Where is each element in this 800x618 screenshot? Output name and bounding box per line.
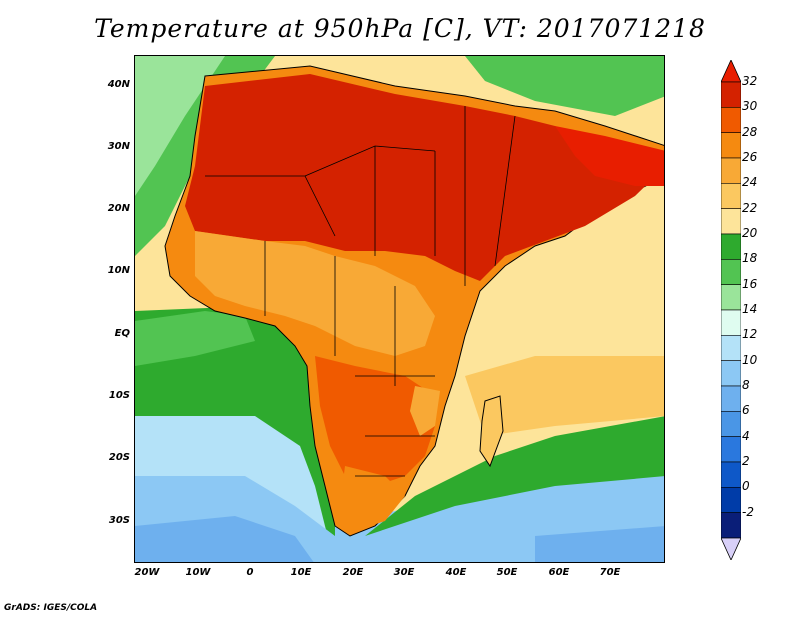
colorbar-label: 8 [742, 378, 750, 392]
colorbar-cell [721, 208, 741, 235]
colorbar-cell [721, 512, 741, 539]
colorbar-label: 14 [742, 302, 758, 316]
grads-credit: GrADS: IGES/COLA [4, 603, 98, 613]
country-borders [205, 106, 516, 477]
colorbar-cell [721, 360, 741, 387]
colorbar-cell [721, 132, 741, 159]
colorbar-cell [721, 157, 741, 184]
colorbar-label: 0 [742, 479, 750, 494]
colorbar-label: 24 [742, 175, 758, 190]
madagascar [479, 395, 504, 468]
colorbar-label: 2 [742, 454, 750, 468]
colorbar-cell [721, 107, 741, 133]
lat-label-30n: 30N [107, 141, 130, 152]
lon-label-50e: 50E [496, 567, 518, 578]
indian-central-zone [365, 416, 664, 536]
lon-label-10e: 10E [290, 567, 312, 578]
lon-label-20w: 20W [134, 567, 160, 578]
colorbar-label: 32 [742, 74, 758, 88]
lon-label-0: 0 [246, 567, 254, 578]
lat-label-40n: 40N [107, 79, 130, 90]
colorbar-cell [721, 487, 741, 513]
colorbar-cell [721, 284, 741, 311]
lon-label-30e: 30E [393, 567, 415, 578]
colorbar-lower-arrow-icon [721, 537, 741, 560]
colorbar-label: 30 [742, 99, 758, 114]
map-title: Temperature at 950hPa [C], VT: 201707121… [94, 14, 706, 43]
europe-zone [465, 56, 664, 116]
colorbar-label: 20 [742, 226, 758, 240]
colorbar-label: -2 [742, 504, 754, 519]
lat-label-20s: 20S [108, 452, 130, 463]
southern-africa-hot-zone [315, 356, 435, 486]
colorbar-cell [721, 309, 741, 336]
gulf-guinea-zone [135, 311, 255, 366]
south-africa-zone [340, 466, 405, 531]
colorbar-label: 26 [742, 150, 758, 164]
lat-label-10s: 10S [108, 390, 130, 401]
colorbar-cell [721, 259, 741, 285]
temperature-map [134, 55, 665, 563]
east-highland-zone [410, 386, 440, 436]
colorbar-label: 6 [742, 403, 750, 418]
colorbar-label: 4 [742, 428, 750, 443]
colorbar-cell [721, 411, 741, 437]
indian-warm-zone [465, 356, 664, 436]
sahara-hot-zone [185, 74, 664, 281]
lat-label-10n: 10N [107, 265, 130, 276]
colorbar-cell [721, 233, 741, 260]
colorbar-label: 18 [742, 251, 758, 266]
atlantic-far-south-zone [135, 516, 314, 562]
lon-label-40e: 40E [445, 567, 467, 578]
lat-label-30s: 30S [108, 515, 130, 526]
colorbar-cell [721, 385, 741, 412]
colorbar-label: 10 [742, 352, 758, 367]
lon-label-60e: 60E [548, 567, 570, 578]
arabia-hot-zone [555, 126, 664, 186]
colorbar [721, 60, 741, 560]
indian-cold-zone [535, 526, 664, 562]
colorbar-label: 16 [742, 276, 758, 291]
atlantic-northwest-zone [135, 56, 225, 196]
lon-label-20e: 20E [342, 567, 364, 578]
map-layers [135, 56, 664, 562]
colorbar-label: 28 [742, 124, 758, 139]
sahel-zone [195, 231, 435, 356]
lat-label-20n: 20N [107, 203, 130, 214]
colorbar-cell [721, 461, 741, 488]
colorbar-cell [721, 183, 741, 209]
colorbar-cell [721, 436, 741, 463]
colorbar-label: 12 [742, 327, 758, 342]
colorbar-label: 22 [742, 200, 758, 215]
colorbar-cells [721, 81, 741, 539]
colorbar-cell [721, 81, 741, 108]
colorbar-upper-arrow-icon [721, 60, 741, 83]
lon-label-10w: 10W [185, 567, 211, 578]
lon-label-70e: 70E [599, 567, 621, 578]
colorbar-cell [721, 335, 741, 361]
lat-label-eq: EQ [114, 328, 130, 339]
